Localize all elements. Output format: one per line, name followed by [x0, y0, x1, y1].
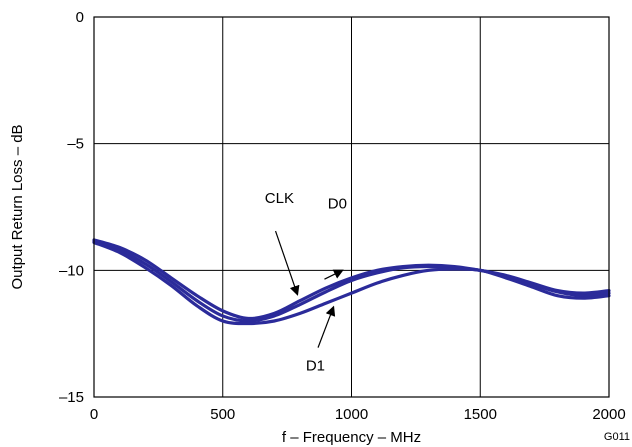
annotation-arrow-d0: [324, 269, 344, 280]
series-line-d0: [92, 239, 611, 323]
annotation-label-d0: D0: [328, 195, 347, 212]
y-tick-label: –10: [59, 262, 84, 279]
y-axis-title: Output Return Loss – dB: [9, 124, 26, 289]
annotation-label-clk: CLK: [265, 190, 294, 207]
y-tick-label: –15: [59, 389, 84, 406]
x-tick-label: 1000: [335, 406, 368, 423]
x-axis-title: f – Frequency – MHz: [282, 429, 421, 446]
x-tick-label: 1500: [464, 406, 497, 423]
tick-labels: 0 500 1000 1500 2000 0 –5 –10 –15: [59, 9, 626, 423]
x-tick-label: 2000: [592, 406, 625, 423]
y-tick-label: –5: [67, 136, 84, 153]
x-tick-label: 500: [210, 406, 235, 423]
y-tick-label: 0: [76, 9, 84, 26]
annotation-arrow-d1: [317, 305, 336, 348]
annotations: CLK D0 D1: [265, 190, 347, 374]
annotation-arrow-clk: [274, 230, 300, 296]
series-line-d1: [92, 240, 611, 326]
series-lines: [92, 238, 611, 326]
figure-code: G011: [604, 431, 630, 443]
x-tick-label: 0: [90, 406, 98, 423]
annotation-label-d1: D1: [306, 357, 325, 374]
grid: [93, 16, 610, 398]
plot-frame: [93, 16, 610, 398]
